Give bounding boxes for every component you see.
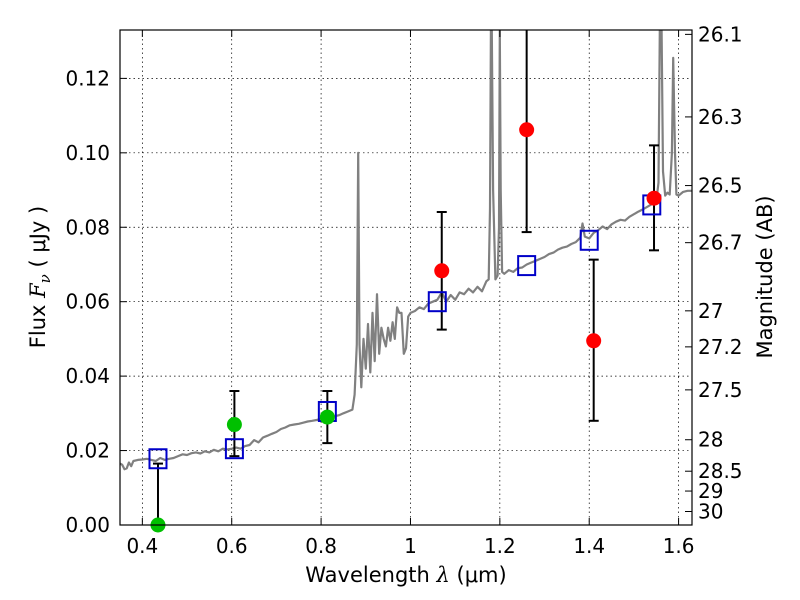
y2-tick-label: 30 — [698, 499, 723, 523]
observed-point-circle — [519, 122, 535, 138]
observed-point-circle — [434, 263, 450, 279]
model-point-square — [517, 255, 537, 277]
observed-point-circle — [586, 333, 602, 349]
x-axis-label: Wavelength λ (μm) — [305, 563, 506, 587]
y-axis-label: Flux Fν ( μJy ) — [26, 206, 54, 348]
model-point-square — [224, 438, 244, 460]
y-tick-label: 0.02 — [65, 439, 110, 463]
model-point-square — [427, 291, 447, 313]
y2-tick-label: 26.1 — [698, 22, 743, 46]
y-tick-label: 0.00 — [65, 513, 110, 537]
right-axis-label: Magnitude (AB) — [753, 195, 777, 358]
y2-tick-label: 28.5 — [698, 459, 743, 483]
observed-point-circle — [646, 190, 662, 206]
x-tick-label: 1.6 — [663, 534, 695, 558]
y2-tick-label: 26.5 — [698, 174, 743, 198]
y2-tick-label: 26.3 — [698, 105, 743, 129]
x-axis-symbol: λ — [436, 563, 450, 587]
y-tick-label: 0.08 — [65, 215, 110, 239]
y2-tick-label: 27.2 — [698, 335, 743, 359]
plot-background — [120, 30, 692, 525]
y-tick-label: 0.10 — [65, 141, 110, 165]
y2-tick-label: 27.5 — [698, 378, 743, 402]
y2-tick-label: 27 — [698, 299, 723, 323]
marker-layer — [148, 122, 662, 533]
y2-tick-label: 26.7 — [698, 231, 743, 255]
x-tick-label: 1.2 — [484, 534, 516, 558]
observed-point-circle — [226, 417, 242, 433]
model-point-square — [148, 448, 168, 470]
x-tick-label: 0.6 — [216, 534, 248, 558]
x-tick-label: 0.4 — [126, 534, 158, 558]
y2-tick-label: 28 — [698, 428, 723, 452]
model-point-square — [579, 229, 599, 251]
grid-lines — [120, 30, 692, 526]
plot-frame — [119, 29, 693, 526]
observed-point-circle — [319, 409, 335, 425]
y-tick-label: 0.12 — [65, 66, 110, 90]
y2-tick-label: 29 — [698, 479, 723, 503]
y-tick-label: 0.06 — [65, 290, 110, 314]
x-tick-label: 1.4 — [573, 534, 605, 558]
x-tick-label: 1 — [404, 534, 417, 558]
y-tick-label: 0.04 — [65, 364, 110, 388]
y-axis-subscript: ν — [36, 274, 54, 283]
tick-layer: 0.4 0.6 0.8 1 1.2 1.4 1.6 0.00 0.02 0.04 0.06 0.08 0… — [65, 22, 742, 558]
y-axis-symbol: F — [26, 282, 50, 299]
x-tick-label: 0.8 — [305, 534, 337, 558]
